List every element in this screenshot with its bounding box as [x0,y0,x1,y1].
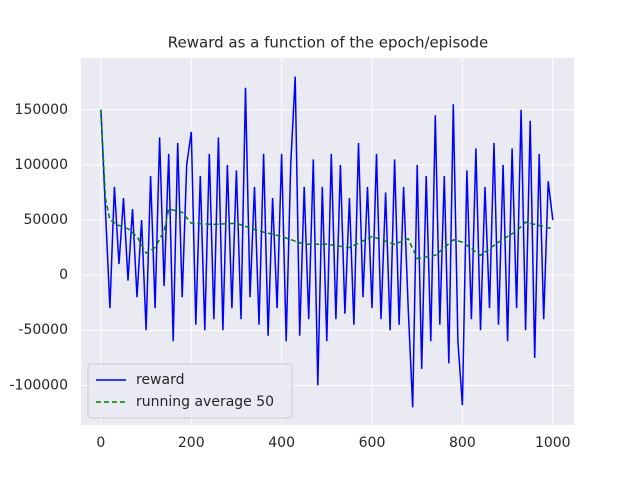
legend-label: reward [136,372,185,388]
series-line [100,76,554,408]
chart-title: Reward as a function of the epoch/episod… [168,34,488,52]
x-tick-label: 400 [268,435,295,451]
x-tick-label: 600 [359,435,386,451]
y-tick-label: -100000 [10,377,69,393]
x-tick-label: 800 [449,435,476,451]
legend-box [87,363,293,419]
y-tick-label: 100000 [15,157,68,173]
x-tick-label: 1000 [535,435,571,451]
x-tick-label: 200 [178,435,205,451]
series-line [100,109,553,260]
y-tick-label: 150000 [15,102,68,118]
x-tick-label: 0 [96,435,105,451]
legend-label: running average 50 [136,394,274,410]
y-tick-label: 0 [59,267,68,283]
y-tick-label: -50000 [18,322,68,338]
y-tick-label: 50000 [23,212,68,228]
legend: reward running average 50 [87,363,293,419]
